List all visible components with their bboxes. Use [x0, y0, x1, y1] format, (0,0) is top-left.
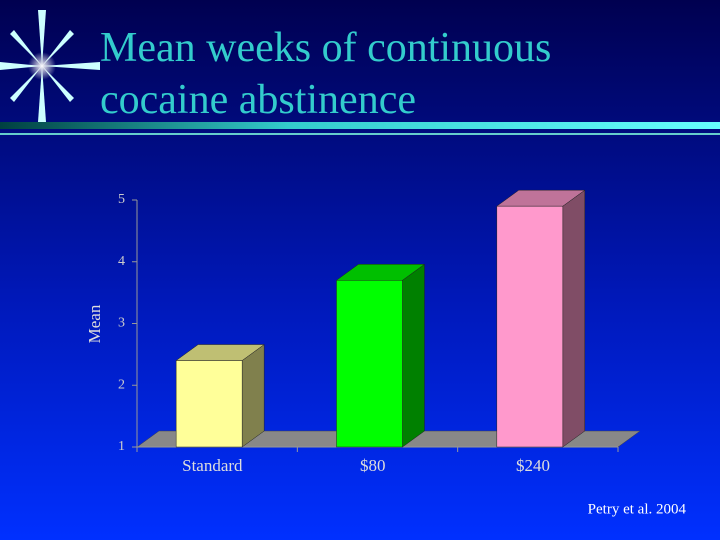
title-rule-thin	[0, 133, 720, 135]
bar	[336, 280, 403, 448]
y-axis-label: Mean	[85, 304, 104, 343]
bar	[496, 205, 564, 448]
y-tick-label: 4	[118, 254, 125, 269]
x-tick-label: $240	[516, 456, 550, 475]
title-rule	[0, 122, 720, 129]
bar-side	[562, 189, 586, 448]
source: Petry et al. 2004	[588, 501, 687, 517]
star	[0, 10, 100, 122]
y-tick-label: 1	[118, 439, 125, 454]
bar	[175, 360, 243, 448]
y-tick-label: 5	[118, 192, 125, 207]
y-tick-label: 2	[118, 377, 125, 392]
x-tick-label: Standard	[182, 456, 243, 475]
bar-side	[402, 263, 425, 448]
slide-title: Mean weeks of continuous cocaine abstine…	[100, 25, 552, 123]
x-tick-label: $80	[360, 456, 386, 475]
y-tick-label: 3	[118, 316, 125, 331]
bar-side	[241, 344, 265, 448]
